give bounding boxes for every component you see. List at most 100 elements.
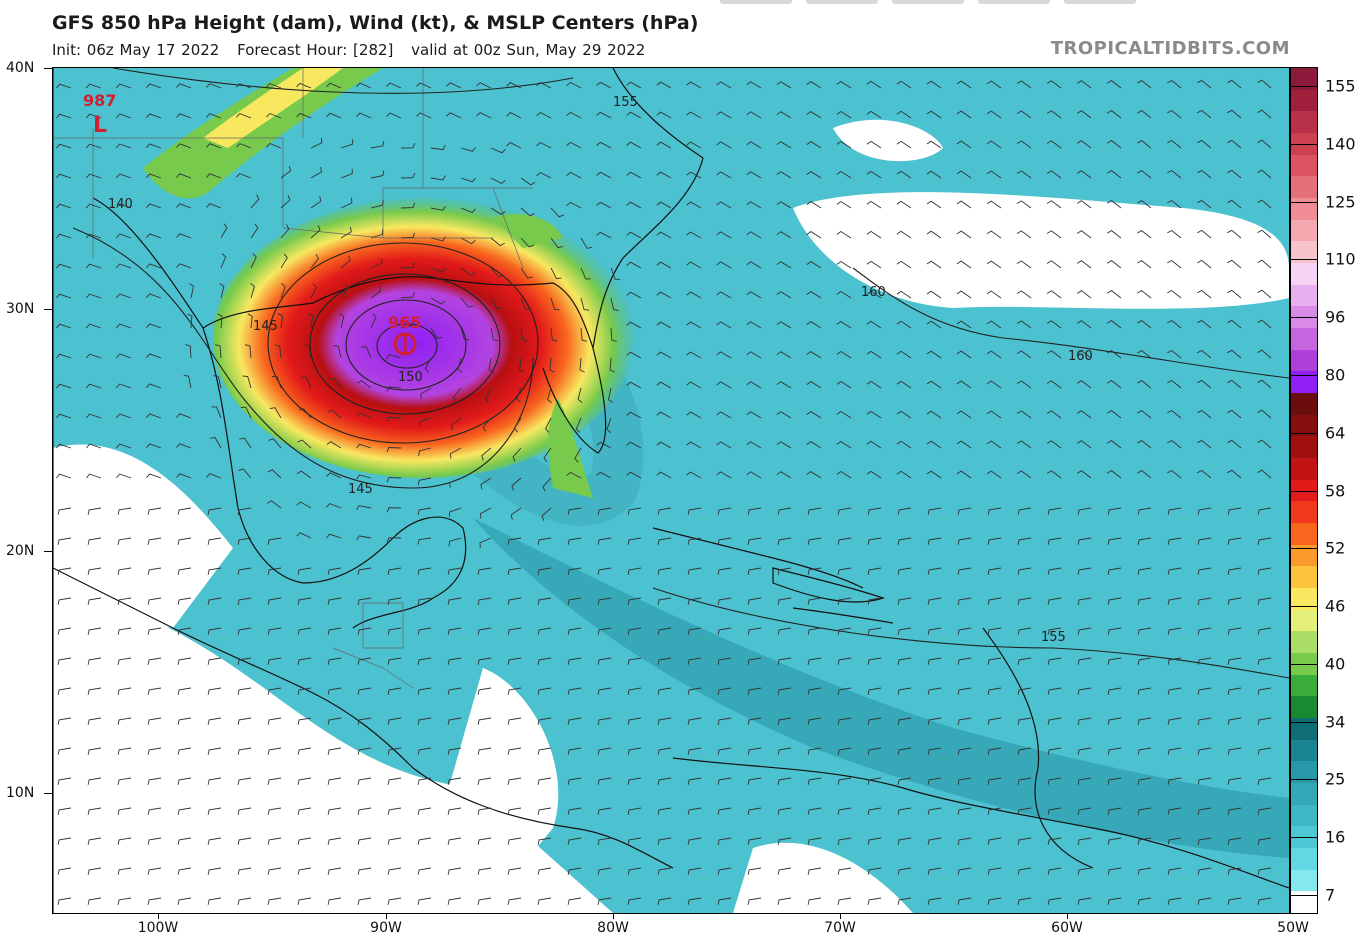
wind-barb <box>1076 350 1092 359</box>
wind-barb <box>1257 597 1272 605</box>
wind-barb <box>986 110 1002 119</box>
lon-tick <box>158 913 159 919</box>
wind-barb <box>1167 139 1182 149</box>
colorbar-segment <box>1291 609 1317 632</box>
wind-barb <box>176 203 192 209</box>
wind-barb <box>506 112 522 119</box>
wind-barb <box>480 477 492 490</box>
wind-barb <box>400 292 415 299</box>
wind-barb <box>220 223 228 239</box>
wind-barb <box>237 867 252 875</box>
tab-placeholder[interactable] <box>892 0 964 4</box>
wind-barb <box>1047 807 1062 815</box>
tab-placeholder[interactable] <box>1064 0 1136 4</box>
tab-placeholder[interactable] <box>806 0 878 4</box>
wind-barb <box>1077 717 1092 725</box>
wind-barb <box>656 171 672 179</box>
wind-barb <box>626 81 642 89</box>
wind-barb <box>837 657 852 665</box>
lon-tick <box>386 913 387 919</box>
wind-barb <box>626 291 642 299</box>
wind-barb <box>986 200 1002 209</box>
wind-barb <box>511 477 522 491</box>
wind-barb <box>477 627 492 635</box>
wind-barb <box>956 320 972 329</box>
wind-barb <box>1016 290 1032 299</box>
wind-barb <box>1047 627 1062 635</box>
wind-barb <box>447 567 462 575</box>
wind-barb <box>1047 717 1062 725</box>
wind-barb <box>1046 410 1062 419</box>
wind-barb <box>460 297 474 308</box>
wind-barb <box>177 747 192 755</box>
wind-barb <box>807 717 822 725</box>
wind-barb <box>1227 537 1242 545</box>
wind-barb <box>57 867 72 875</box>
wind-barb <box>147 657 162 665</box>
wind-barb <box>867 777 882 785</box>
wind-barb <box>176 473 192 479</box>
wind-barb <box>237 537 252 545</box>
wind-barb <box>897 747 912 755</box>
wind-barb <box>626 381 642 389</box>
wind-barb <box>117 807 132 815</box>
wind-barb <box>86 443 102 449</box>
wind-barb <box>807 537 822 545</box>
wind-barb <box>777 657 792 665</box>
wind-barb <box>1046 290 1062 299</box>
wind-barb <box>430 327 443 339</box>
wind-barb <box>957 777 972 785</box>
wind-barb <box>926 470 942 479</box>
wind-barb <box>896 290 912 299</box>
wind-barb <box>987 687 1002 695</box>
wind-barb <box>657 597 672 605</box>
wind-barb <box>176 263 192 269</box>
wind-barb <box>746 231 762 239</box>
lat-tick <box>44 68 52 69</box>
tab-placeholder[interactable] <box>978 0 1050 4</box>
weather-map[interactable]: 155 140 145 145 160 160 155 150 987 L 96… <box>52 67 1290 914</box>
wind-barb <box>896 140 912 149</box>
contour-label: 150 <box>398 370 423 385</box>
wind-barb <box>746 201 762 209</box>
wind-barb <box>987 717 1002 725</box>
wind-barb <box>717 567 732 575</box>
tab-placeholder[interactable] <box>720 0 792 4</box>
wind-barb <box>1257 717 1272 725</box>
wind-barb <box>57 837 72 845</box>
wind-barb <box>1137 867 1152 875</box>
wind-barb <box>86 293 102 299</box>
wind-barb <box>986 440 1002 449</box>
wind-barb <box>746 141 762 149</box>
wind-barb <box>447 687 462 695</box>
wind-barb <box>1016 260 1032 269</box>
wind-barb <box>1107 627 1122 635</box>
wind-barb <box>597 777 612 785</box>
colorbar-tick <box>1290 779 1318 781</box>
wind-barb <box>1137 717 1152 725</box>
wind-barb <box>776 291 792 299</box>
wind-barb <box>1257 657 1272 665</box>
wind-barb <box>386 447 402 453</box>
wind-barb <box>1107 777 1122 785</box>
wind-barb <box>244 344 252 359</box>
wind-barb <box>206 203 222 209</box>
wind-barb <box>626 171 642 179</box>
wind-barb <box>207 627 222 635</box>
wind-barb <box>656 351 672 359</box>
wind-barb <box>896 170 912 179</box>
wind-barb <box>327 807 342 815</box>
wind-barb <box>1077 507 1092 515</box>
wind-barb <box>207 507 222 515</box>
wind-barb <box>430 205 446 211</box>
wind-barb <box>867 507 882 515</box>
wind-barb <box>507 867 522 875</box>
wind-barb <box>400 172 416 179</box>
colorbar-segment <box>1291 111 1317 134</box>
wind-barb <box>1076 410 1092 419</box>
wind-barb <box>836 80 852 89</box>
wind-barb <box>297 897 312 905</box>
wind-barb <box>87 687 102 695</box>
wind-barb <box>340 139 354 149</box>
wind-barb <box>597 717 612 725</box>
